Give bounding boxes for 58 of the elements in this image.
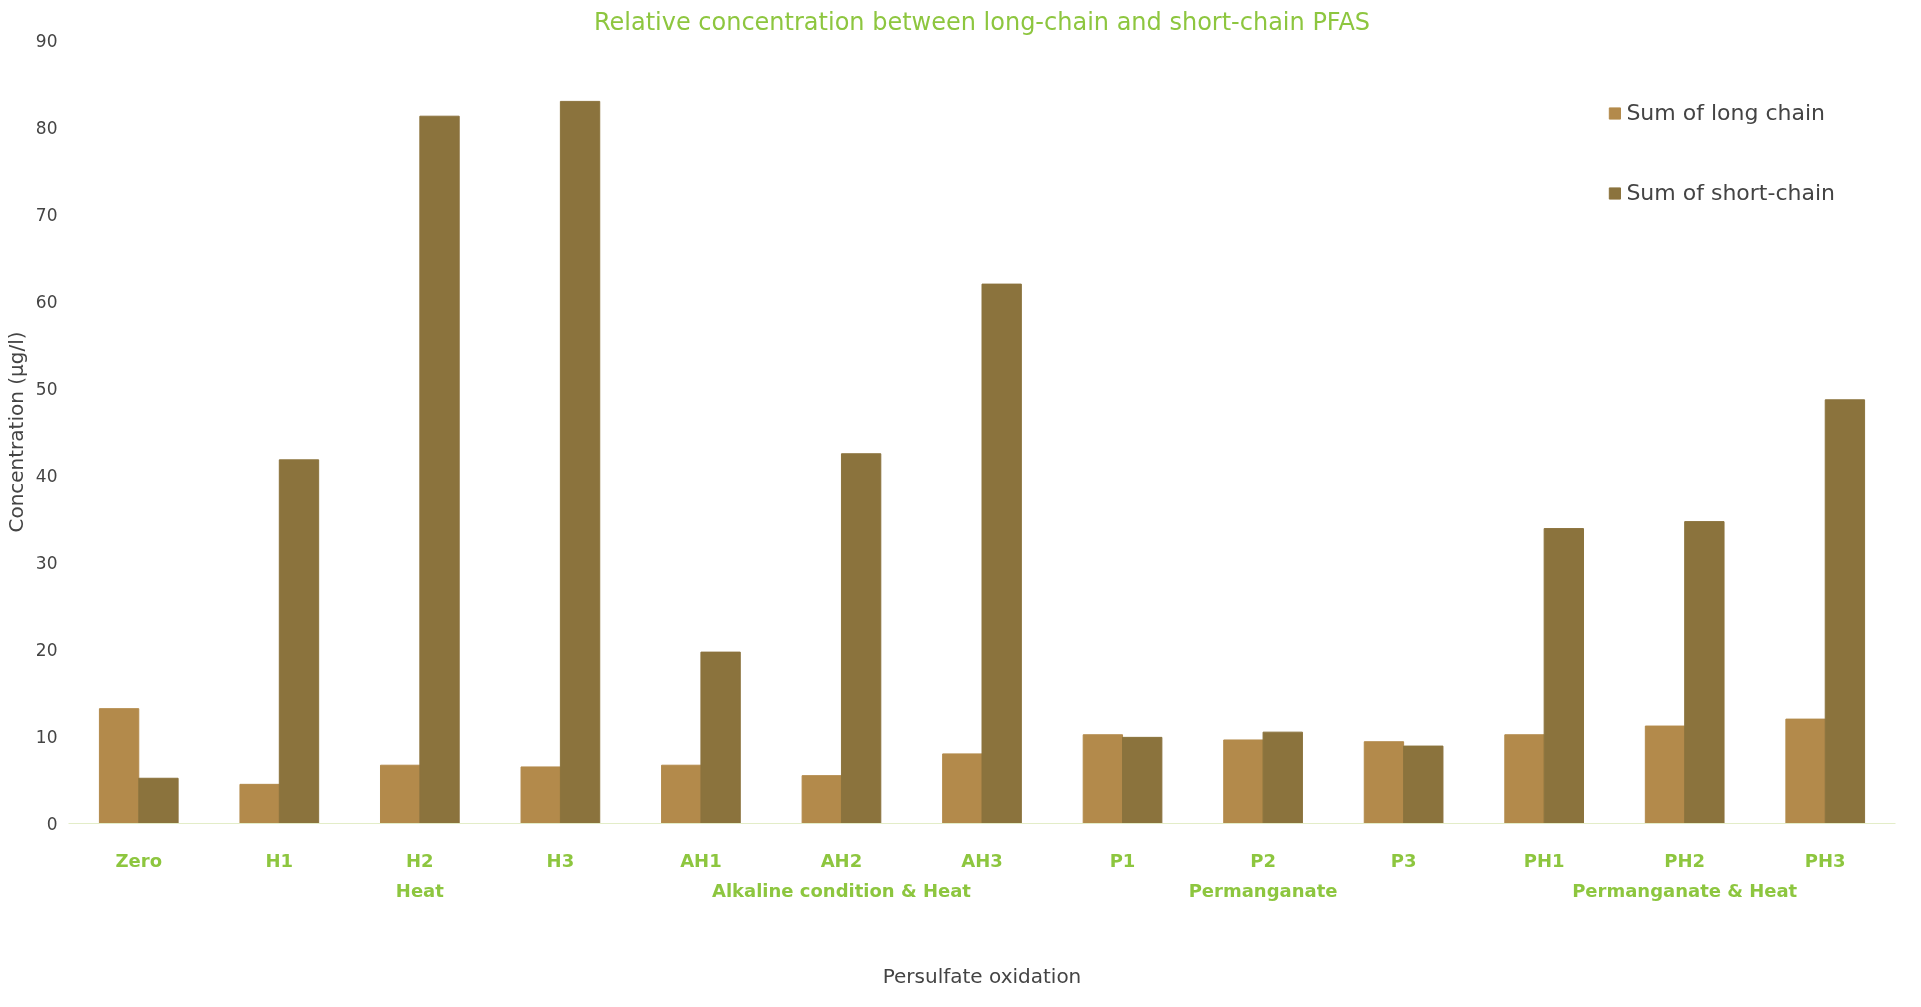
x-tick-label: H2 bbox=[406, 849, 434, 871]
y-tick-label: 20 bbox=[35, 640, 58, 660]
y-tick-label: 60 bbox=[35, 292, 58, 312]
x-tick-label: PH3 bbox=[1804, 849, 1846, 871]
x-tick-label: H1 bbox=[265, 849, 294, 871]
bar bbox=[801, 775, 842, 824]
bar bbox=[1644, 725, 1686, 824]
x-tick-label: P2 bbox=[1250, 849, 1276, 871]
bar bbox=[1262, 731, 1303, 824]
y-tick-label: 0 bbox=[46, 814, 58, 834]
x-axis-title: Persulfate oxidation bbox=[882, 963, 1082, 988]
chart-title: Relative concentration between long-chain and short-chain PFAS bbox=[593, 7, 1371, 36]
bar bbox=[1122, 736, 1163, 824]
y-tick-label: 40 bbox=[35, 466, 58, 486]
y-tick-label: 50 bbox=[35, 379, 58, 399]
text: Permanganate bbox=[1188, 879, 1338, 901]
legend-label: Sum of long chain bbox=[1626, 100, 1825, 125]
bar bbox=[138, 777, 179, 824]
text: Alkaline condition & Heat bbox=[711, 879, 972, 901]
x-tick-label: AH1 bbox=[680, 849, 722, 871]
x-tick-label: PH1 bbox=[1523, 849, 1565, 871]
x-tick-label: Zero bbox=[115, 849, 163, 871]
x-tick-label: PH2 bbox=[1664, 849, 1706, 871]
bar bbox=[1504, 734, 1545, 824]
y-tick-label: 90 bbox=[35, 31, 58, 51]
bar bbox=[1824, 399, 1866, 824]
bar bbox=[840, 453, 882, 824]
bar bbox=[559, 100, 601, 824]
bar bbox=[1403, 745, 1444, 824]
y-tick-label: 30 bbox=[35, 553, 58, 573]
bar bbox=[700, 651, 741, 824]
text: Permanganate & Heat bbox=[1572, 879, 1798, 901]
bar bbox=[981, 283, 1022, 824]
x-tick-label: P1 bbox=[1109, 849, 1136, 871]
y-tick-label: 70 bbox=[35, 205, 58, 225]
bar bbox=[661, 764, 702, 824]
bar bbox=[520, 766, 561, 824]
y-axis-title: Concentration (µg/l) bbox=[3, 331, 28, 533]
legend-label: Sum of short-chain bbox=[1626, 180, 1835, 205]
bar bbox=[1543, 528, 1584, 824]
bar bbox=[1684, 521, 1725, 824]
bar bbox=[1082, 734, 1124, 824]
bar bbox=[419, 115, 460, 824]
bar bbox=[1363, 741, 1405, 824]
bar bbox=[98, 708, 140, 824]
x-tick-label: P3 bbox=[1390, 849, 1417, 871]
bar bbox=[380, 764, 421, 824]
x-tick-label: AH2 bbox=[820, 849, 863, 871]
bar bbox=[239, 783, 280, 824]
bar bbox=[278, 459, 320, 824]
x-tick-label: AH3 bbox=[961, 849, 1003, 871]
bar bbox=[1785, 718, 1826, 824]
y-tick-label: 10 bbox=[35, 727, 58, 747]
y-tick-label: 80 bbox=[35, 118, 58, 138]
bar bbox=[942, 753, 983, 824]
text: Heat bbox=[395, 879, 445, 901]
bar bbox=[1223, 739, 1264, 824]
x-tick-label: H3 bbox=[546, 849, 575, 871]
